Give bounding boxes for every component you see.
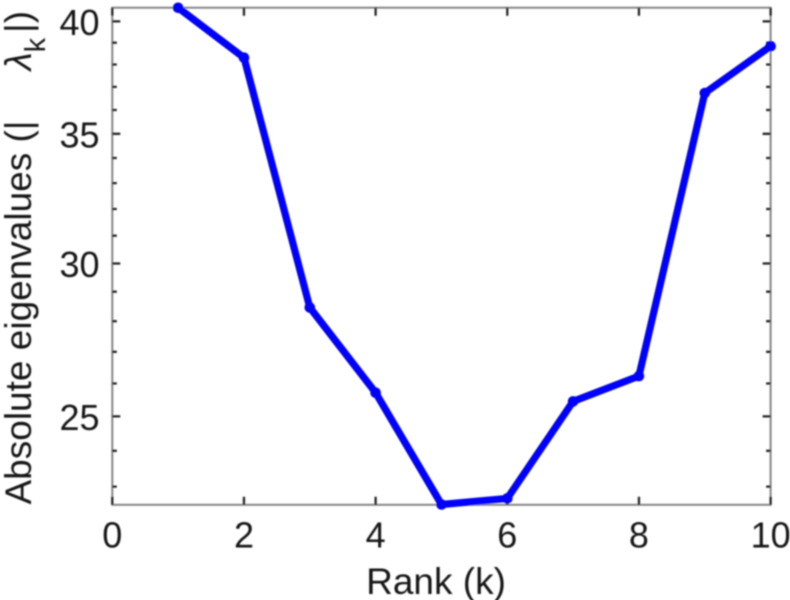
svg-text:0: 0 (102, 515, 122, 556)
svg-text:25: 25 (59, 397, 99, 438)
svg-text:8: 8 (629, 515, 649, 556)
svg-text:4: 4 (366, 515, 386, 556)
svg-text:40: 40 (59, 2, 99, 43)
svg-text:30: 30 (59, 244, 99, 285)
svg-text:35: 35 (59, 114, 99, 155)
svg-text:Rank (k): Rank (k) (366, 561, 506, 600)
svg-text:10: 10 (751, 515, 790, 556)
svg-text:6: 6 (497, 515, 517, 556)
svg-text:Absolute eigenvalues (|λk|): Absolute eigenvalues (|λk|) (0, 11, 52, 505)
svg-text:2: 2 (234, 515, 254, 556)
